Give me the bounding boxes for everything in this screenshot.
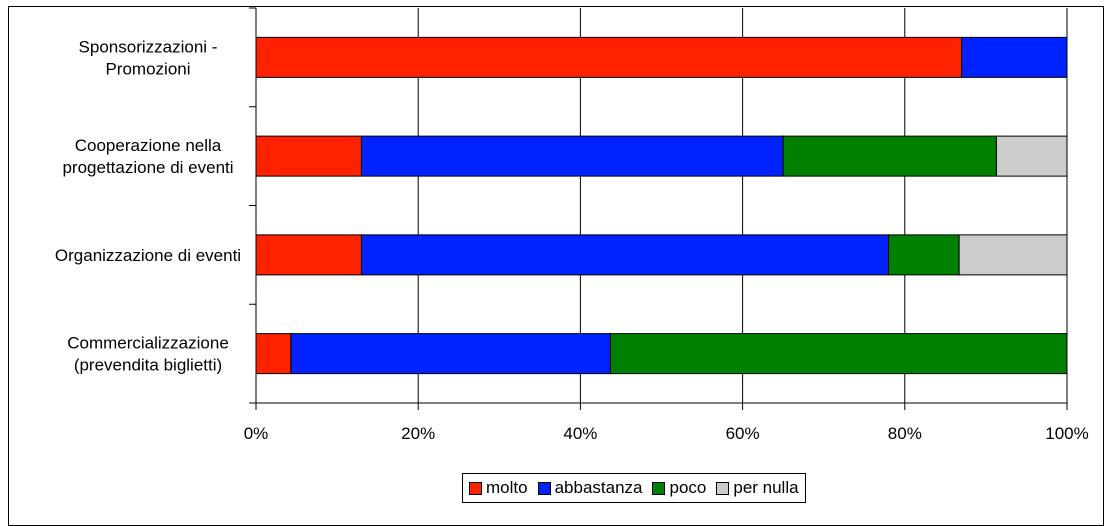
x-tick-label: 60% <box>726 424 760 443</box>
x-tick-label: 40% <box>563 424 597 443</box>
category-label: Promozioni <box>105 59 190 78</box>
legend-item: molto <box>469 478 528 498</box>
category-label: Cooperazione nella <box>75 136 222 155</box>
category-label: Sponsorizzazioni - <box>79 37 218 56</box>
legend: molto abbastanza poco per nulla <box>462 473 806 503</box>
category-label: Organizzazione di eventi <box>55 246 241 265</box>
category-label: Commercializzazione <box>67 334 229 353</box>
legend-item: abbastanza <box>537 478 643 498</box>
bar-segment <box>782 135 997 177</box>
bar-segment <box>995 135 1068 177</box>
bar-segment <box>961 36 1068 78</box>
legend-swatch <box>716 481 730 495</box>
bar-segment <box>290 333 611 375</box>
legend-label: per nulla <box>733 478 799 497</box>
bar-segment <box>255 135 362 177</box>
category-label: (prevendita biglietti) <box>74 356 222 375</box>
legend-label: abbastanza <box>554 478 643 497</box>
bar-segment <box>255 36 963 78</box>
x-tick-label: 0% <box>244 424 269 443</box>
legend-swatch <box>537 481 551 495</box>
category-label: progettazione di eventi <box>62 158 233 177</box>
legend-label: poco <box>669 478 707 497</box>
stacked-bar-chart: Sponsorizzazioni - Promozioni Cooperazione… <box>55 7 1089 443</box>
bar-segment <box>958 234 1068 276</box>
x-tick-label: 100% <box>1045 424 1088 443</box>
legend-label: molto <box>486 478 528 497</box>
x-tick-label: 20% <box>401 424 435 443</box>
legend-item: poco <box>652 478 706 498</box>
bar-segment <box>360 234 890 276</box>
bar-segment <box>888 234 960 276</box>
bar-segment <box>255 333 292 375</box>
bar-segment <box>609 333 1068 375</box>
legend-swatch <box>469 481 482 495</box>
legend-item: per nulla <box>716 478 799 498</box>
x-tick-label: 80% <box>888 424 922 443</box>
bar-segment <box>360 135 784 177</box>
bar-segment <box>255 234 362 276</box>
legend-swatch <box>652 481 666 495</box>
